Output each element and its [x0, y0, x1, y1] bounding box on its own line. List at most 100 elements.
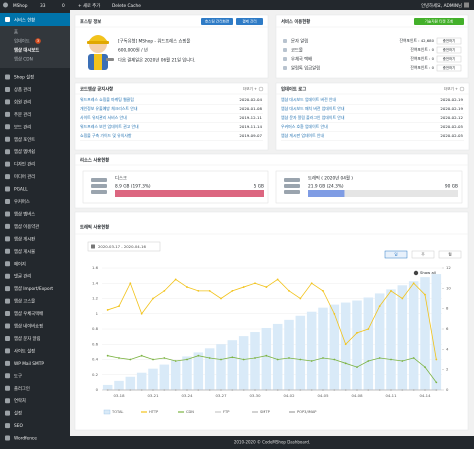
date-range[interactable] — [87, 241, 161, 252]
button-label[interactable]: 기술지원 티켓 조회 — [425, 19, 454, 24]
button-label[interactable]: 호스팅 관리화면 — [205, 19, 229, 24]
list-link[interactable]: 개인정보 유출예방 체크리스트 안내 — [80, 106, 138, 111]
button[interactable] — [436, 55, 462, 63]
menu-item[interactable]: 플러그인 — [14, 385, 30, 392]
service-name: 코드몰 — [291, 48, 303, 54]
submenu-item[interactable]: 업데이트 — [14, 38, 30, 45]
menu-item[interactable]: 보드 관리 — [14, 123, 31, 130]
button-label[interactable]: 충전하기 — [443, 38, 455, 43]
menu-item[interactable]: PGALL — [14, 187, 28, 193]
greeting[interactable]: 안녕하세요, ADMIN님 — [421, 2, 462, 9]
menu-item[interactable]: 엠샵 우체국택배 — [14, 310, 43, 317]
show-all[interactable]: Show all — [420, 270, 436, 275]
button[interactable] — [436, 46, 462, 54]
period-button[interactable] — [411, 250, 435, 259]
site-name[interactable]: MShop — [13, 3, 28, 9]
show-all-icon — [413, 270, 419, 276]
menu-item[interactable]: 엠샵 멤버쉽 — [14, 148, 35, 155]
update-count[interactable]: 33 — [40, 3, 46, 9]
period-label[interactable]: 주 — [421, 253, 425, 257]
more-icon — [258, 86, 264, 92]
usage-track — [115, 190, 264, 197]
legend-label[interactable]: HTTP — [149, 410, 159, 414]
period-label[interactable]: 월 — [448, 252, 451, 257]
new-content[interactable]: + 새로 추가 — [78, 2, 100, 9]
submenu-item[interactable]: 엠샵 대시보드 — [14, 47, 39, 54]
point — [333, 312, 336, 315]
submenu-item[interactable]: 엠샵 CDN — [14, 56, 33, 63]
menu-item[interactable]: 엠샵 고스몰 — [14, 298, 35, 305]
list-date: 2020-02-19 — [440, 97, 463, 102]
list-link[interactable]: 엠샵 게시판 업데이트 안내 — [281, 133, 325, 138]
menu-item[interactable]: 주문 관리 — [14, 111, 31, 118]
comment-count[interactable]: 0 — [62, 3, 65, 9]
point — [424, 366, 426, 369]
button[interactable] — [414, 18, 464, 25]
menu-item[interactable]: Shop 설정 — [14, 74, 34, 81]
usage-bar — [308, 190, 345, 197]
menu-item[interactable]: WP Mail SMTP — [14, 361, 44, 367]
point — [231, 289, 234, 292]
submenu-item[interactable]: 홈 — [14, 29, 18, 36]
period-button[interactable] — [438, 250, 462, 259]
list-link[interactable]: 쇼핑몰 구축 가이드 및 유의사항 — [80, 133, 132, 138]
more-link[interactable]: 더보기 + — [243, 86, 257, 91]
menu-item[interactable]: SEO — [14, 423, 23, 429]
menu-item[interactable]: 설정 — [14, 410, 22, 417]
button-label[interactable]: 충전하기 — [443, 56, 455, 61]
menu-item-active[interactable]: 서비스 현황 — [14, 16, 35, 23]
menu-item[interactable]: Wordfence — [14, 436, 37, 442]
button-label[interactable]: 결제 관리 — [242, 19, 256, 24]
menu-item[interactable]: 우커머스 — [14, 198, 30, 205]
list-link[interactable]: 엠샵 대시보드 업데이트 버전 안내 — [281, 97, 336, 102]
y-tick-label: 0 — [96, 387, 99, 392]
list-link[interactable]: 사이트 유지관리 서비스 안내 — [80, 115, 127, 120]
menu-item[interactable]: 댓글 관리 — [14, 273, 31, 280]
menu-icon — [5, 373, 10, 379]
menu-item[interactable]: 엠샵 Import/Export — [14, 285, 53, 292]
menu-item[interactable]: 엠샵 멤버스 — [14, 210, 35, 217]
legend-label[interactable]: TOTAL — [111, 410, 123, 414]
button[interactable] — [436, 64, 462, 72]
legend-label[interactable]: CDN — [186, 410, 194, 414]
menu-item[interactable]: 엠샵 네이버쇼핑 — [14, 323, 43, 330]
point — [186, 286, 188, 288]
menu-item[interactable]: 연락처 — [14, 397, 26, 404]
menu-item[interactable]: 엠샵 문자 알림 — [14, 335, 40, 342]
delete-cache[interactable]: Delete Cache — [112, 3, 141, 9]
button-label[interactable]: 충전하기 — [443, 65, 455, 70]
menu-item[interactable]: 엠샵 이용약관 — [14, 223, 39, 230]
legend-label[interactable]: FTP — [223, 410, 230, 414]
menu-item[interactable]: 미디어 관리 — [14, 173, 35, 180]
list-link[interactable]: 엠샵 문자 알림 플러그인 업데이트 안내 — [281, 115, 345, 120]
y-tick-label: 1.6 — [92, 265, 99, 270]
period-label[interactable]: 일 — [394, 252, 397, 257]
button[interactable] — [236, 18, 263, 25]
list-link[interactable]: 엠샵 대시보드 패치 버전 업데이트 안내 — [281, 106, 345, 111]
bar — [261, 327, 272, 390]
menu-item[interactable]: 도구 — [14, 373, 22, 379]
point — [276, 358, 279, 361]
menu-item[interactable]: 회원 관리 — [14, 98, 31, 105]
period-button[interactable] — [384, 250, 408, 259]
button-label[interactable]: 충전하기 — [443, 47, 455, 52]
list-link[interactable]: 워드프레스 쇼핑몰 마케팅 웹클립 — [80, 97, 134, 102]
list-link[interactable]: 워드프레스 보안 업데이트 권고 안내 — [80, 124, 139, 129]
menu-item[interactable]: 엠샵 게시물 — [14, 248, 35, 255]
menu-item[interactable]: 엠샵 게시판 — [14, 235, 35, 242]
date-range-label[interactable]: 2020-03-17 - 2020-04-16 — [98, 244, 146, 249]
menu-icon — [5, 136, 10, 142]
legend-label[interactable]: POP3/IMAP — [297, 410, 317, 414]
point — [140, 312, 143, 315]
more-link[interactable]: 더보기 + — [444, 86, 458, 91]
menu-item[interactable]: 사이트 설정 — [14, 347, 35, 354]
y2-tick-label: 10 — [446, 285, 451, 290]
legend-label[interactable]: SMTP — [260, 410, 271, 414]
menu-item[interactable]: 페이지 — [14, 260, 26, 267]
button[interactable] — [436, 37, 462, 45]
button[interactable] — [201, 18, 233, 25]
list-link[interactable]: 우커머스 호환 업데이트 안내 — [281, 124, 328, 129]
menu-item[interactable]: 엠샵 포인트 — [14, 136, 35, 143]
menu-item[interactable]: 상품 관리 — [14, 86, 31, 93]
menu-item[interactable]: 디자인 관리 — [14, 161, 35, 168]
